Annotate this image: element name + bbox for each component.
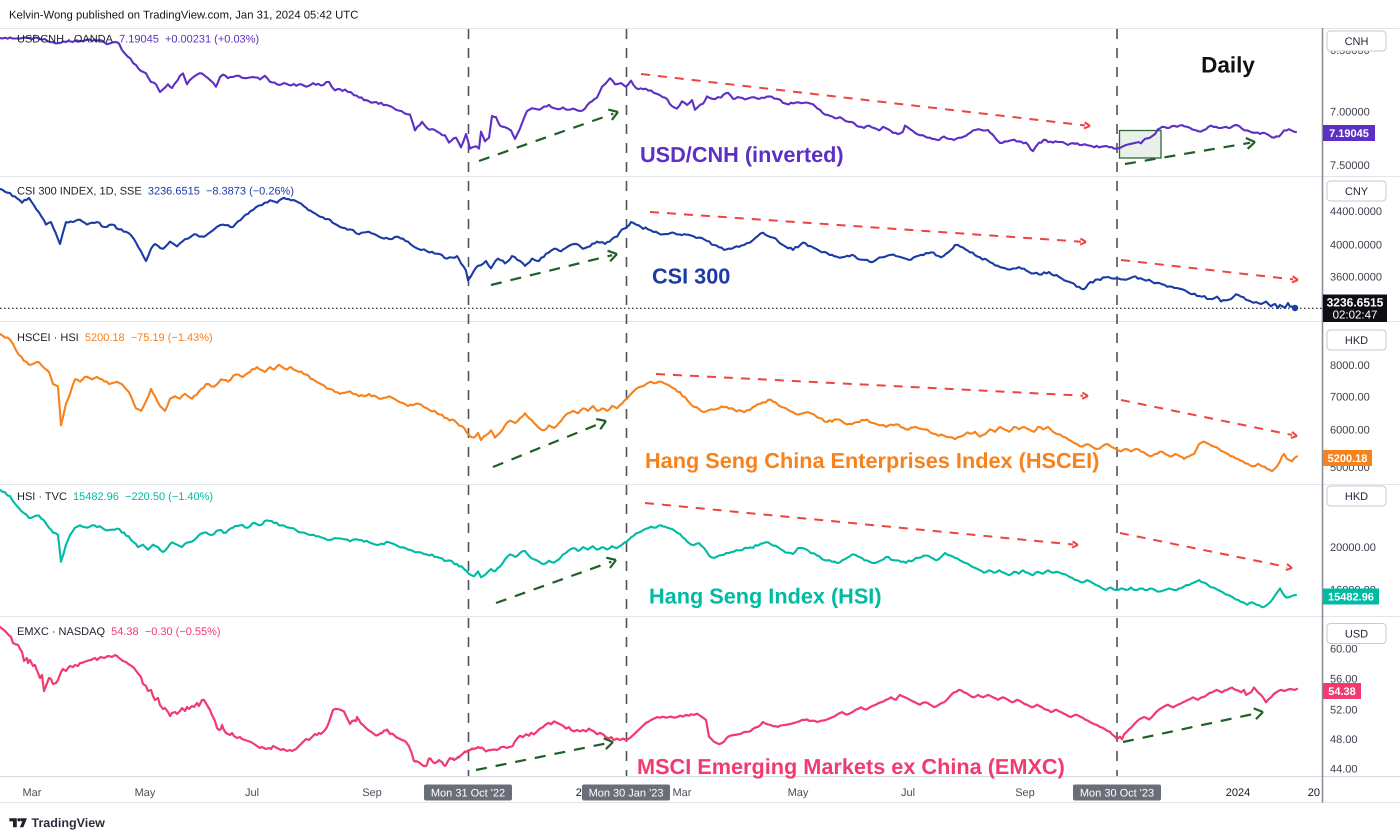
svg-text:Jul: Jul bbox=[901, 787, 915, 799]
svg-text:HKD: HKD bbox=[1345, 335, 1368, 347]
svg-text:Jul: Jul bbox=[245, 787, 259, 799]
svg-text:3236.6515: 3236.6515 bbox=[1327, 296, 1384, 310]
svg-text:3600.0000: 3600.0000 bbox=[1330, 272, 1382, 284]
svg-text:HSCEI · HSI 5200.18 −75.19 (: HSCEI · HSI 5200.18 −75.19 (−1.43%) bbox=[17, 332, 213, 344]
svg-text:02:02:47: 02:02:47 bbox=[1333, 310, 1378, 322]
svg-text:7.50000: 7.50000 bbox=[1330, 160, 1370, 172]
svg-text:May: May bbox=[135, 787, 156, 799]
svg-text:48.00: 48.00 bbox=[1330, 734, 1358, 746]
svg-text:CSI 300: CSI 300 bbox=[652, 264, 730, 289]
svg-text:Daily: Daily bbox=[1201, 53, 1255, 78]
svg-text:7.00000: 7.00000 bbox=[1330, 106, 1370, 118]
svg-text:7000.00: 7000.00 bbox=[1330, 391, 1370, 403]
svg-text:May: May bbox=[788, 787, 809, 799]
svg-text:Hang Seng China Enterprises In: Hang Seng China Enterprises Index (HSCEI… bbox=[645, 448, 1099, 473]
svg-text:Mon 30 Oct '23: Mon 30 Oct '23 bbox=[1080, 788, 1154, 800]
svg-text:USD: USD bbox=[1345, 629, 1368, 641]
svg-text:Mon 31 Oct '22: Mon 31 Oct '22 bbox=[431, 788, 505, 800]
svg-text:Kelvin-Wong published on Tradi: Kelvin-Wong published on TradingView.com… bbox=[9, 10, 358, 22]
svg-text:4000.0000: 4000.0000 bbox=[1330, 240, 1382, 252]
svg-text:CSI 300 INDEX, 1D, SSE 3236.6: CSI 300 INDEX, 1D, SSE 3236.6515 −8.3873… bbox=[17, 186, 294, 198]
svg-text:56.00: 56.00 bbox=[1330, 674, 1358, 686]
svg-text:Mar: Mar bbox=[673, 787, 692, 799]
svg-text:Hang Seng Index (HSI): Hang Seng Index (HSI) bbox=[649, 584, 882, 609]
svg-text:EMXC · NASDAQ 54.38 −0.30 (−: EMXC · NASDAQ 54.38 −0.30 (−0.55%) bbox=[17, 626, 221, 638]
svg-text:Sep: Sep bbox=[1015, 787, 1035, 799]
svg-text:CNH: CNH bbox=[1345, 36, 1369, 48]
svg-text:52.00: 52.00 bbox=[1330, 704, 1358, 716]
svg-text:4400.0000: 4400.0000 bbox=[1330, 206, 1382, 218]
svg-text:8000.00: 8000.00 bbox=[1330, 360, 1370, 372]
svg-text:USD/CNH (inverted): USD/CNH (inverted) bbox=[640, 142, 844, 167]
svg-text:TradingView: TradingView bbox=[32, 816, 106, 830]
svg-text:6000.00: 6000.00 bbox=[1330, 425, 1370, 437]
svg-text:CNY: CNY bbox=[1345, 186, 1369, 198]
svg-text:20: 20 bbox=[1308, 787, 1320, 799]
svg-text:60.00: 60.00 bbox=[1330, 644, 1358, 656]
svg-text:54.38: 54.38 bbox=[1328, 686, 1356, 698]
svg-text:HSI · TVC 15482.96 −220.50 (: HSI · TVC 15482.96 −220.50 (−1.40%) bbox=[17, 491, 213, 503]
svg-text:HKD: HKD bbox=[1345, 491, 1368, 503]
svg-text:Sep: Sep bbox=[362, 787, 382, 799]
svg-text:7.19045: 7.19045 bbox=[1329, 128, 1369, 140]
svg-text:2024: 2024 bbox=[1226, 787, 1250, 799]
svg-text:5200.18: 5200.18 bbox=[1328, 453, 1368, 465]
svg-text:44.00: 44.00 bbox=[1330, 764, 1358, 776]
svg-text:MSCI Emerging Markets ex China: MSCI Emerging Markets ex China (EMXC) bbox=[637, 754, 1065, 779]
svg-text:20000.00: 20000.00 bbox=[1330, 542, 1376, 554]
svg-text:USDCNH · OANDA 7.19045 +0.00: USDCNH · OANDA 7.19045 +0.00231 (+0.03%) bbox=[17, 34, 259, 46]
svg-text:Mon 30 Jan '23: Mon 30 Jan '23 bbox=[589, 788, 664, 800]
svg-text:Mar: Mar bbox=[23, 787, 42, 799]
svg-text:15482.96: 15482.96 bbox=[1328, 592, 1374, 604]
